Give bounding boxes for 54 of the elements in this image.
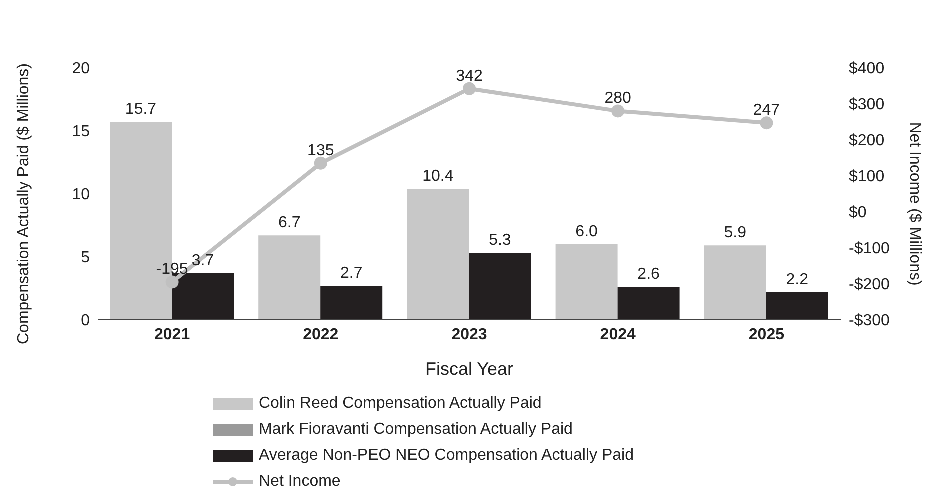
y-tick-label: 10 — [72, 186, 90, 204]
data-label: 5.9 — [724, 224, 747, 242]
data-label: 15.7 — [125, 101, 157, 118]
y2-tick-label: -$200 — [849, 276, 890, 294]
point — [612, 104, 625, 118]
y2-tick-label: $100 — [849, 168, 885, 186]
bar — [704, 246, 766, 320]
bar — [258, 236, 321, 320]
x-tick-label: 2024 — [600, 326, 636, 344]
data-label: 2.6 — [638, 266, 660, 284]
data-label: 6.0 — [576, 223, 598, 240]
data-label: 10.4 — [422, 168, 454, 185]
data-label: 342 — [456, 68, 483, 85]
point — [760, 116, 774, 130]
data-label: 6.7 — [278, 214, 301, 232]
bar — [469, 253, 532, 320]
y2-tick-label: -$300 — [849, 312, 890, 330]
bar — [407, 188, 470, 320]
bar — [556, 244, 618, 320]
x-axis-title: Fiscal Year — [425, 359, 514, 379]
bar — [618, 287, 680, 320]
data-label: 2.2 — [786, 271, 809, 288]
data-label: 280 — [604, 90, 632, 108]
point — [463, 82, 476, 96]
x-tick-label: 2025 — [748, 326, 785, 344]
y-tick-label: 5 — [81, 250, 90, 267]
data-label: 3.7 — [192, 252, 214, 270]
data-label: -195 — [156, 261, 188, 278]
legend-label: Average Non-PEO NEO Compensation Actually Paid — [259, 447, 634, 465]
data-label: 135 — [308, 142, 334, 160]
bar — [320, 286, 383, 320]
y-tick-label: 15 — [72, 124, 90, 141]
y2-axis-title: Net Income ($ Millions) — [906, 122, 924, 286]
y2-tick-label: $300 — [849, 96, 885, 114]
data-label: 2.7 — [340, 264, 363, 282]
y-axis-title: Compensation Actually Paid ($ Millions) — [16, 63, 33, 345]
y2-tick-label: -$100 — [849, 240, 890, 258]
data-label: 247 — [753, 102, 780, 120]
legend-label: Colin Reed Compensation Actually Paid — [259, 395, 542, 413]
legend-label: Mark Fioravanti Compensation Actually Paid — [259, 421, 573, 439]
legend-label: Net Income — [259, 473, 341, 491]
y-tick-label: 0 — [81, 312, 90, 330]
y2-tick-label: $200 — [849, 132, 885, 150]
x-tick-label: 2021 — [154, 326, 190, 344]
bar — [172, 273, 234, 320]
point — [166, 276, 179, 289]
point — [314, 156, 328, 170]
bar — [766, 292, 828, 320]
y2-tick-label: $400 — [849, 60, 885, 78]
y2-tick-label: $0 — [849, 204, 867, 222]
data-label: 5.3 — [489, 232, 512, 250]
x-tick-label: 2022 — [303, 326, 339, 344]
y-tick-label: 20 — [72, 60, 90, 78]
x-tick-label: 2023 — [452, 326, 488, 344]
